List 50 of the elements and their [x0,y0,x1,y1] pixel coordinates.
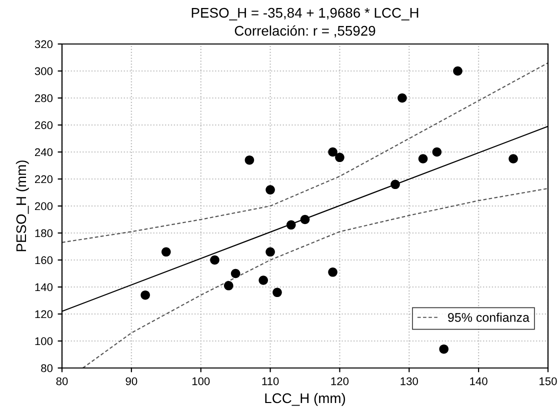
y-tick-label: 320 [34,40,53,48]
y-tick-label: 140 [35,283,53,292]
x-tick-label: 150 [540,377,557,386]
y-tick-label: 280 [34,94,53,102]
y-tick-label: 160 [35,256,53,264]
x-tick-label: 130 [400,377,418,386]
point [390,180,400,190]
y-tick-label: 120 [35,310,53,318]
point [244,155,254,165]
point [328,147,338,157]
y-axis-title: PESO_H (mm) [16,160,29,252]
point [272,288,282,298]
chart-subtitle: Correlación: r = ,55929 [234,25,376,38]
legend-label: 95% confianza [448,312,530,322]
x-axis-title: LCC_H (mm) [265,392,346,406]
point [418,154,428,164]
point [328,267,338,277]
point [230,268,240,278]
point [398,93,407,103]
point [335,152,344,162]
y-tick-label: 180 [35,229,53,238]
point [161,247,171,257]
point [439,344,449,354]
point [266,247,275,257]
x-tick-label: 140 [470,377,488,386]
y-tick-label: 240 [34,148,53,156]
y-tick-label: 200 [34,202,53,210]
x-tick-label: 80 [56,377,68,386]
y-tick-label: 300 [34,67,53,76]
point [432,147,442,157]
line-series [62,62,548,244]
y-tick-label: 260 [34,121,53,130]
chart-title: PESO_H = -35,84 + 1,9686 * LCC_H [192,8,418,20]
x-tick-label: 100 [192,377,210,386]
point [300,214,310,224]
point [508,154,518,164]
point [286,220,296,230]
x-tick-label: 120 [331,377,349,386]
point [453,66,462,76]
point [266,185,275,194]
point [210,255,220,265]
point [258,276,268,285]
y-tick-label: 220 [34,175,53,184]
point [224,280,234,290]
x-tick-label: 90 [126,377,138,386]
point [140,290,150,300]
y-tick-label: 80 [41,364,53,372]
x-tick-label: 110 [262,377,279,386]
y-tick-label: 100 [35,337,53,346]
line-series [82,188,548,368]
